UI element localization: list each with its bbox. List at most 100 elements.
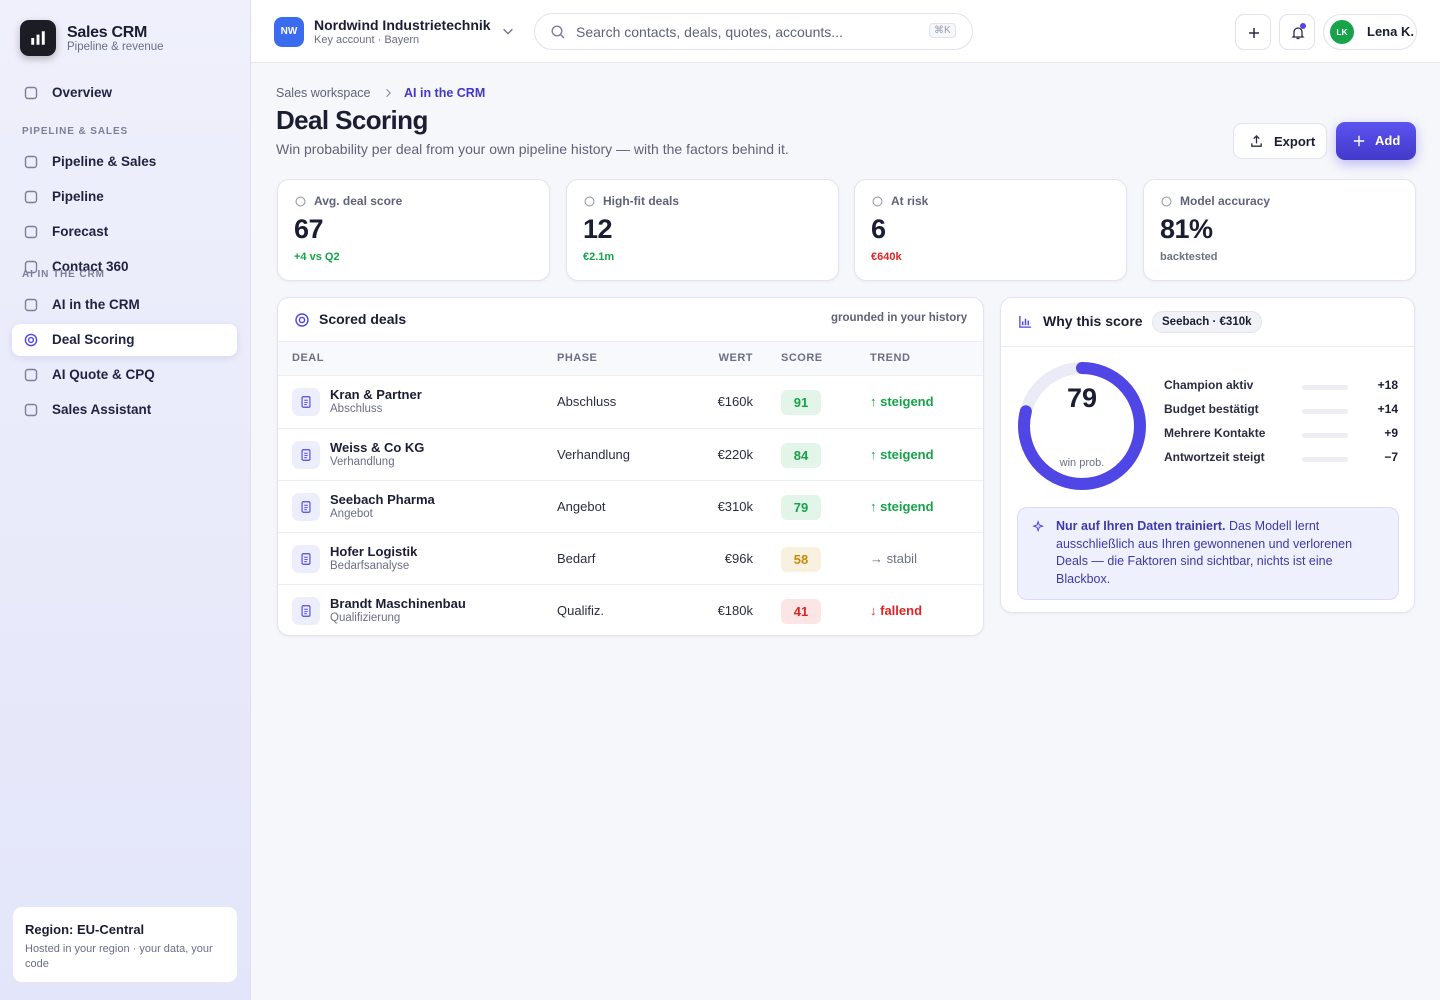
- user-menu[interactable]: LK Lena K.: [1323, 14, 1417, 50]
- region-title: Region: EU-Central: [25, 922, 145, 937]
- add-button[interactable]: Add: [1336, 122, 1416, 160]
- nav-label: Deal Scoring: [52, 332, 135, 347]
- kpi-value: 67: [294, 214, 324, 244]
- deal-name: Brandt Maschinenbau: [330, 596, 466, 611]
- nav-label: Pipeline: [52, 189, 104, 204]
- gauge: 79 win prob.: [1018, 362, 1146, 490]
- icon: [386, 88, 392, 98]
- search[interactable]: Search contacts, deals, quotes, accounts…: [534, 13, 973, 50]
- deal-value: €180k: [717, 603, 753, 618]
- deal-phase: Bedarf: [557, 551, 596, 566]
- nav-item[interactable]: Forecast: [12, 216, 237, 248]
- deal-icon: [292, 597, 320, 625]
- icon: [1032, 520, 1045, 533]
- nav-item[interactable]: Pipeline & Sales: [12, 146, 237, 178]
- factor-track: [1302, 457, 1348, 462]
- nav-item[interactable]: Overview: [12, 77, 237, 109]
- kpi-note: €640k: [871, 251, 902, 263]
- account-name[interactable]: Nordwind Industrietechnik: [314, 17, 491, 33]
- icon: [872, 196, 883, 207]
- icon: [24, 298, 38, 312]
- topbar: NW Nordwind Industrietechnik Key account ·…: [251, 0, 1440, 63]
- column-header: DEAL: [292, 352, 324, 364]
- sidebar: Sales CRM Pipeline & revenue Overview PIPEL…: [0, 0, 251, 1000]
- icon: [301, 449, 311, 461]
- column-header: SCORE: [781, 352, 823, 364]
- score-badge: 58: [781, 547, 821, 572]
- icon-button[interactable]: [1235, 14, 1271, 50]
- table-row[interactable]: Brandt Maschinenbau Qualifizierung Qualifi…: [278, 584, 983, 635]
- nav-label: Pipeline & Sales: [52, 154, 157, 169]
- user-name: Lena K.: [1367, 24, 1414, 39]
- icon: [24, 225, 38, 239]
- table-row[interactable]: Seebach Pharma Angebot Angebot €310k 79 ↑ ste…: [278, 480, 983, 532]
- deal-sub: Verhandlung: [330, 456, 395, 468]
- table-header: DEAL PHASE WERT SCORE TREND: [278, 341, 983, 376]
- export-label: Export: [1274, 134, 1316, 149]
- trust-note-bold: Nur auf Ihren Daten trainiert.: [1056, 519, 1226, 533]
- page-subtitle: Win probability per deal from your own p…: [276, 141, 789, 157]
- icon-button[interactable]: [1279, 14, 1315, 50]
- deals-card: Scored deals grounded in your history DEAL…: [277, 297, 984, 636]
- score-badge: 84: [781, 443, 821, 468]
- region-text: Hosted in your region · your data, your …: [25, 943, 213, 970]
- brand-name: Sales CRM: [67, 24, 147, 41]
- icon: [24, 190, 38, 204]
- deal-trend: ↑ steigend: [870, 499, 934, 514]
- gauge-label: win prob.: [1059, 457, 1105, 469]
- deal-name: Seebach Pharma: [330, 492, 435, 507]
- notification-dot: [1300, 23, 1306, 29]
- logo: [20, 20, 56, 56]
- factor-label: Champion aktiv: [1164, 378, 1254, 392]
- nav-item[interactable]: AI Quote & CPQ: [12, 359, 237, 391]
- deal-trend: → stabil: [870, 551, 917, 566]
- icon: [31, 31, 45, 45]
- add-label: Add: [1375, 133, 1401, 148]
- breadcrumb-current: AI in the CRM: [404, 86, 486, 100]
- kpi-label: Model accuracy: [1180, 194, 1271, 208]
- main: Sales workspace AI in the CRM Deal Scoring…: [251, 63, 1440, 1000]
- nav-item[interactable]: Contact 360: [12, 251, 237, 283]
- deal-sub: Abschluss: [330, 403, 383, 415]
- table-row[interactable]: Kran & Partner Abschluss Abschluss €160k 91 ↑…: [278, 376, 983, 428]
- column-header: TREND: [870, 352, 911, 364]
- nav-section-title: AI IN THE CRM: [22, 269, 105, 280]
- nav-label: Sales Assistant: [52, 402, 152, 417]
- score-badge: 41: [781, 599, 821, 624]
- table-row[interactable]: Hofer Logistik Bedarfsanalyse Bedarf €96k 58…: [278, 532, 983, 584]
- column-header: PHASE: [557, 352, 598, 364]
- gauge-value: 79: [1067, 383, 1097, 413]
- deal-trend: ↑ steigend: [870, 447, 934, 462]
- deal-sub: Bedarfsanalyse: [330, 560, 410, 572]
- kpi-card: High-fit deals 12 €2.1m: [566, 179, 839, 281]
- brand-sub: Pipeline & revenue: [67, 41, 164, 53]
- icon: [1161, 196, 1172, 207]
- deal-trend: ↑ steigend: [870, 394, 934, 409]
- icon: [584, 196, 595, 207]
- deals-note: grounded in your history: [831, 312, 968, 324]
- kpi-value: 12: [583, 214, 613, 244]
- deals-title: Scored deals: [319, 311, 407, 327]
- deal-name: Hofer Logistik: [330, 544, 418, 559]
- table-row[interactable]: Weiss & Co KG Verhandlung Verhandlung €220k…: [278, 428, 983, 480]
- nav-item[interactable]: Deal Scoring: [12, 324, 237, 356]
- score-badge: 91: [781, 390, 821, 415]
- breadcrumb-item[interactable]: Sales workspace: [276, 86, 371, 100]
- icon: [1251, 134, 1262, 147]
- nav-label: Contact 360: [52, 259, 129, 274]
- nav-item[interactable]: Pipeline: [12, 181, 237, 213]
- search-placeholder: Search contacts, deals, quotes, accounts…: [576, 24, 843, 40]
- nav-item[interactable]: AI in the CRM: [12, 289, 237, 321]
- factor-value: +9: [1384, 426, 1398, 440]
- factor-label: Antwortzeit steigt: [1164, 450, 1265, 464]
- deal-phase: Angebot: [557, 499, 606, 514]
- deal-phase: Qualifiz.: [557, 603, 604, 618]
- kpi-label: High-fit deals: [603, 194, 680, 208]
- deal-icon: [292, 388, 320, 416]
- factor-label: Mehrere Kontakte: [1164, 426, 1266, 440]
- export-button[interactable]: Export: [1233, 123, 1327, 159]
- kpi-label: Avg. deal score: [314, 194, 403, 208]
- nav-item[interactable]: Sales Assistant: [12, 394, 237, 426]
- icon: [24, 333, 38, 347]
